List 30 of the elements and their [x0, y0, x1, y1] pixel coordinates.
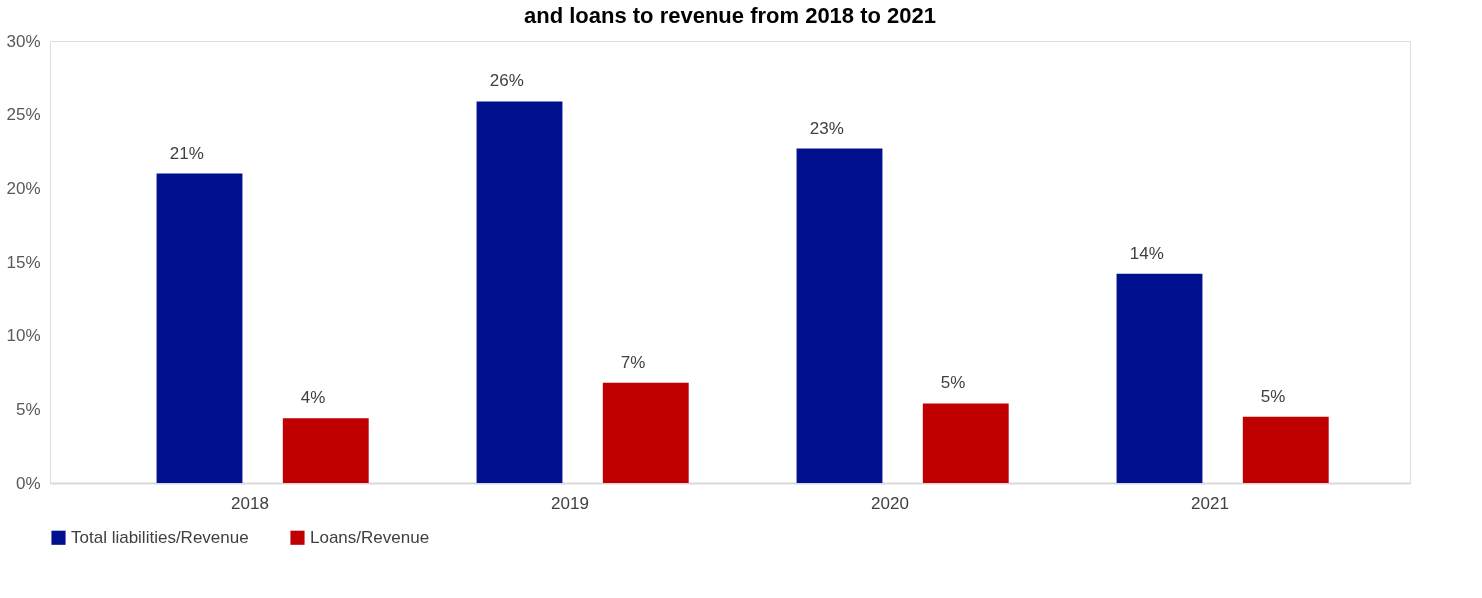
- y-tick-label: 25%: [6, 105, 41, 125]
- data-label: 5%: [940, 373, 966, 393]
- x-tick-label: 2018: [231, 493, 269, 513]
- legend-label: Loans/Revenue: [310, 527, 430, 547]
- x-tick-label: 2019: [551, 493, 589, 513]
- y-tick-label: 15%: [6, 252, 41, 272]
- data-label: 23%: [809, 118, 844, 138]
- bar: [796, 148, 883, 483]
- data-label: 5%: [1260, 386, 1286, 406]
- bar: [1116, 273, 1203, 483]
- y-tick-label: 10%: [6, 326, 41, 346]
- bar: [476, 101, 563, 483]
- bar: [922, 403, 1009, 483]
- bar: [1242, 416, 1329, 483]
- data-label: 26%: [489, 71, 524, 91]
- y-tick-label: 5%: [15, 399, 41, 419]
- bar: [282, 418, 369, 483]
- bar: [156, 173, 243, 483]
- data-label: 4%: [300, 388, 326, 408]
- y-tick-label: 20%: [6, 178, 41, 198]
- x-tick-label: 2020: [871, 493, 909, 513]
- data-label: 14%: [1129, 243, 1164, 263]
- legend-label: Total liabilities/Revenue: [71, 527, 249, 547]
- data-label: 7%: [620, 352, 646, 372]
- y-tick-label: 0%: [15, 473, 41, 493]
- data-label: 21%: [169, 143, 204, 163]
- x-tick-label: 2021: [1191, 493, 1229, 513]
- chart-title: and loans to revenue from 2018 to 2021: [523, 3, 937, 28]
- y-tick-label: 30%: [6, 31, 41, 51]
- bar: [602, 382, 689, 483]
